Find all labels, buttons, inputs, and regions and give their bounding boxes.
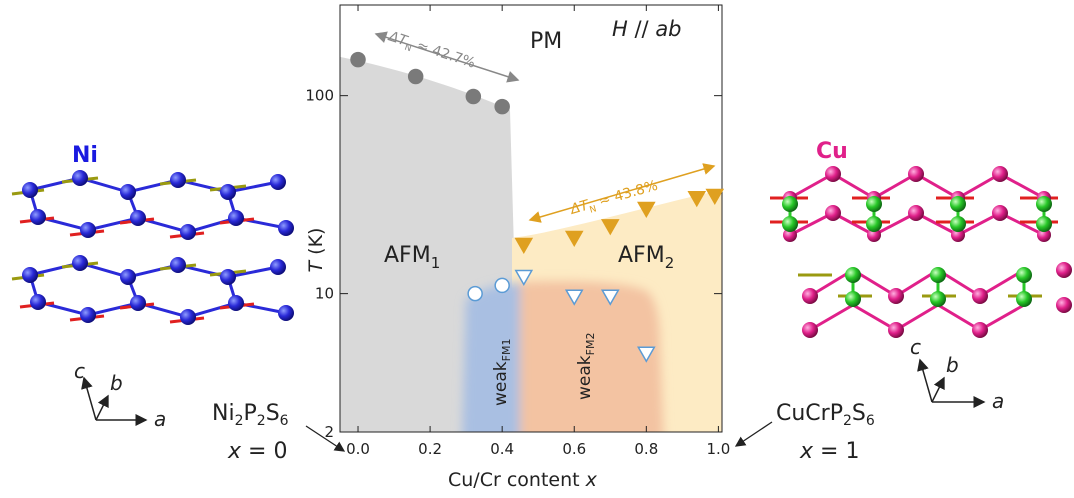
weak-part: weak [575,355,595,400]
data-point [600,219,620,236]
afm1-label: AFM1 [384,243,440,272]
delta-part: ΔT [386,28,411,50]
formula-part: CuCrP [776,401,843,426]
data-point [705,188,725,206]
formula-part: P [244,401,257,426]
x-tick-label: 0.4 [490,440,514,458]
afm-part: AFM [384,243,431,268]
y-tick-label: 100 [305,87,334,105]
delta-sub: N [589,204,598,215]
data-point [350,51,366,68]
x-part: = 1 [813,439,859,464]
x-axis-label: Cu/Cr content x [448,469,598,491]
data-point [494,98,510,115]
data-point [494,277,510,294]
right-compound: CuCrP2S6 [776,401,875,429]
data-point [465,88,482,105]
right-x: x = 1 [799,439,859,464]
pointer-arrow [734,421,773,447]
phase-regions [340,56,722,432]
data-point [600,289,620,306]
formula-sub: 2 [843,413,852,429]
pointer-arrow [305,425,346,452]
axis-letter: c [910,335,921,359]
label-part: (K) [305,228,327,261]
weak-fm1-region [462,282,520,432]
formula-part: S [852,401,866,426]
left-compound: Ni2P2S6 [212,401,289,429]
formula-sub: 6 [866,413,875,429]
y-axis-label: T (K) [305,228,327,273]
field-part: H [612,17,628,41]
data-point [564,289,584,306]
field-part: ab [655,17,681,41]
afm-sub: 1 [431,254,441,272]
y-tick-label: 10 [315,285,334,303]
weak-part: weak [491,361,511,406]
data-point [514,269,534,287]
formula-sub: 2 [257,413,266,429]
data-point [687,190,707,208]
axis-letter: b [946,353,959,377]
x-tick-label: 1.0 [706,440,730,458]
plot-frame [339,4,723,433]
y-tick-label: 2 [324,423,334,441]
weak-sub: FM1 [500,339,513,362]
axis-letter: b [110,371,123,395]
formula-sub: 6 [280,413,289,429]
x-part: = 0 [241,439,287,464]
x-tick-label: 0.8 [634,440,658,458]
weak-fm2-region [520,281,664,432]
delta-arrow [374,31,520,83]
afm-sub: 2 [665,254,675,272]
afm-part: AFM [618,243,665,268]
data-point [514,237,534,255]
weak2-label: weakFM2 [575,333,597,400]
cu-label: Cu [816,139,848,164]
pm-label: PM [530,29,562,54]
weak1-label: weakFM1 [491,339,513,406]
axis-letter: a [992,389,1004,413]
data-point [407,68,424,85]
delta-part: ΔT [568,197,592,218]
data-point [637,201,656,219]
label-part: Cu/Cr content [448,469,586,491]
delta-part: ≈ 42.7% [410,36,477,71]
left-x: x = 0 [227,439,287,464]
field-part: // [628,17,656,41]
x-tick-label: 0.2 [418,440,442,458]
ni-label: Ni [72,143,98,168]
label-part: x [585,469,598,491]
delta-sub: N [403,43,412,55]
formula-part: Ni [212,401,235,426]
delta1-label: ΔTN ≈ 42.7% [385,28,477,74]
delta-arrow [528,163,716,223]
x-part: x [799,439,814,464]
field-label: H // ab [612,17,682,41]
formula-part: S [266,401,280,426]
afm2-label: AFM2 [618,243,674,272]
cucr-structure: Cu [770,139,1072,413]
weak-sub: FM2 [584,333,597,356]
data-point [467,285,483,302]
data-point [564,230,584,248]
axis-letter: a [154,407,166,431]
x-part: x [227,439,242,464]
formula-sub: 2 [235,413,244,429]
ni-structure: Ni c b a [11,143,294,431]
label-part: T [305,259,327,272]
x-tick-label: 0.6 [562,440,586,458]
data-point [637,346,656,363]
x-tick-label: 0.0 [346,440,370,458]
axis-letter: c [74,359,85,383]
